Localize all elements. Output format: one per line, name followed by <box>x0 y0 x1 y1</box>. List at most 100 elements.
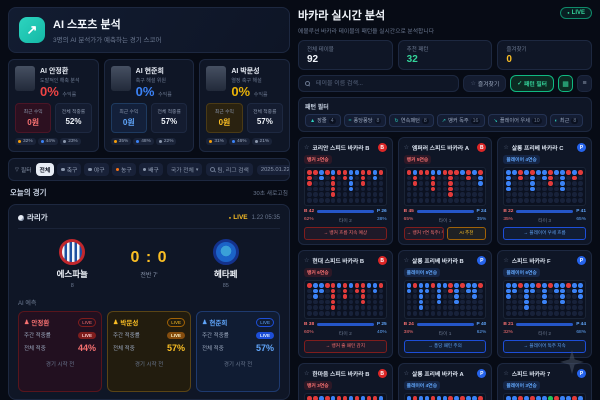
favorite-star-icon[interactable]: ☆ <box>403 145 410 151</box>
pattern-alert-button[interactable]: → 플레이어 독주 지속 <box>503 339 586 353</box>
country-dropdown[interactable]: 국가 전체 <box>166 163 203 176</box>
prediction-box[interactable]: ♟ 박문성 LIVE 주간 적중률 LIVE 전체 적중 57% 경기 시작 전 <box>107 311 191 392</box>
banker-count: B 38 <box>304 321 315 327</box>
bead-cell <box>336 294 342 299</box>
table-search-box[interactable] <box>298 75 460 92</box>
favorite-star-icon[interactable]: ☆ <box>503 258 509 264</box>
streak-tag: 플레이어 4연승 <box>403 381 441 390</box>
page-title: AI 스포츠 분석 <box>53 19 121 31</box>
bead-cell <box>512 181 517 186</box>
favorite-star-icon[interactable]: ☆ <box>403 258 410 264</box>
bead-cell <box>472 181 477 186</box>
bead-cell <box>536 310 541 316</box>
baccarat-table-card[interactable]: ☆ 한마음 스피드 바카라 B B 뱅커 3연승 B 40 P 28 59% 타… <box>298 363 393 400</box>
pattern-filter-button[interactable]: ✓ 패턴 필터 <box>510 75 554 92</box>
baccarat-table-card[interactable]: ☆ 살롱 프리베 바카라 A P 플레이어 4연승 B 25 P 39 39% … <box>397 363 493 400</box>
bead-cell <box>560 283 565 288</box>
baccarat-table-card[interactable]: ☆ 스피드 바카라 F P 플레이어 6연승 B 21 P 44 32% 타이 … <box>497 250 592 358</box>
bead-cell <box>406 310 412 316</box>
bead-cell <box>554 396 559 400</box>
baccarat-table-card[interactable]: ☆ 현대 스피드 바카라 B B 뱅커 6연승 B 38 P 25 60% 타이… <box>298 250 393 358</box>
bead-cell <box>360 197 366 203</box>
pattern-chip[interactable]: ↻ 연속패턴 8 <box>389 114 434 127</box>
favorite-star-icon[interactable]: ☆ <box>503 145 509 151</box>
table-title: 살롱 프리베 바카라 B <box>412 259 464 265</box>
pattern-alert-button[interactable]: → 뱅커 7연 독주! 주의 <box>403 226 444 240</box>
bead-cell <box>548 170 553 175</box>
baccarat-table-card[interactable]: ☆ 살롱 프리베 바카라 B P 플레이어 5연승 B 24 P 40 38% … <box>397 250 493 358</box>
sport-filter-chip[interactable]: 야구 <box>84 163 109 176</box>
baccarat-table-card[interactable]: ☆ 스피드 바카라 7 P 플레이어 3연승 B 23 P 42 35% 타이 … <box>497 363 592 400</box>
bead-cell <box>406 294 412 299</box>
pattern-alert-button[interactable]: → 뱅커 줄 패턴 감지 <box>304 339 387 353</box>
bead-cell <box>472 310 477 316</box>
bead-cell <box>354 170 360 175</box>
table-title: 살롱 프리베 바카라 C <box>511 146 564 152</box>
date-from-picker[interactable]: 2025.01.22 <box>256 164 289 175</box>
baccarat-table-card[interactable]: ☆ 살롱 프리베 바카라 C P 플레이어 4연승 B 22 P 41 35% … <box>497 137 592 245</box>
favorite-star-icon[interactable]: ☆ <box>503 371 509 377</box>
favorite-star-icon[interactable]: ☆ <box>403 371 410 377</box>
pattern-chip[interactable]: ≈ 퐁당퐁당 8 <box>343 114 387 127</box>
ratio-bar-track <box>416 209 474 213</box>
prediction-box[interactable]: ♟ 안정환 LIVE 주간 적중률 LIVE 전체 적중 44% 경기 시작 전 <box>18 311 102 392</box>
favorite-star-icon[interactable]: ☆ <box>304 371 310 377</box>
sport-filter-chip[interactable]: 농구 <box>111 163 136 176</box>
ratio-bar: B 38 P 25 <box>304 322 387 327</box>
sport-filter-chip[interactable]: 전체 <box>35 163 55 176</box>
bead-cell <box>307 170 312 175</box>
stat-badge: 44% <box>37 138 59 145</box>
baccarat-table-card[interactable]: ☆ 코리안 스피드 바카라 B B 뱅커 2연승 B 42 P 26 62% 타… <box>298 137 393 245</box>
streak-tag: 뱅커 5연승 <box>403 155 432 164</box>
league-name: 라리가 <box>18 212 48 223</box>
player-pct: 62% <box>476 329 487 335</box>
bead-cell <box>478 288 483 294</box>
pattern-alert-button[interactable]: → 플레이어 우세 흐름 <box>503 226 586 240</box>
bead-cell <box>336 283 342 288</box>
bead-cell <box>554 294 559 299</box>
pattern-chip[interactable]: ◐ 최근 8 <box>549 114 584 127</box>
bead-cell <box>307 288 312 294</box>
pattern-chip[interactable]: ↗ 뱅커 독주 16 <box>436 114 486 127</box>
pattern-count: 8 <box>571 117 579 124</box>
sport-filter-chip[interactable]: 축구 <box>57 163 82 176</box>
sport-filter-chip[interactable]: 배구 <box>138 163 163 176</box>
bead-cell <box>542 305 547 310</box>
bead-cell <box>478 181 483 186</box>
favorites-button[interactable]: ☆ 즐겨찾기 <box>463 75 507 92</box>
analyst-card[interactable]: AI 현준희 축구 해설 위원 0% 수익률 최근 수익 0원 전체 적중률 57%… <box>103 59 195 152</box>
list-view-button[interactable]: ≡ <box>577 75 592 92</box>
bead-cell <box>330 170 336 175</box>
bead-cell <box>536 283 541 288</box>
pattern-alert-button[interactable]: → 퐁당 패턴 주의 <box>403 339 487 353</box>
bead-cell <box>354 396 360 400</box>
favorite-star-icon[interactable]: ☆ <box>304 258 310 264</box>
bead-cell <box>472 175 477 181</box>
bead-cell <box>436 396 442 400</box>
analyst-card[interactable]: AI 안정환 도발적인 해축 분석 0% 수익률 최근 수익 0원 전체 적중률 5… <box>8 59 99 152</box>
bead-cell <box>578 181 583 186</box>
bead-cell <box>330 396 336 400</box>
table-search-input[interactable] <box>314 79 453 88</box>
favorite-star-icon[interactable]: ☆ <box>304 145 310 151</box>
baccarat-table-card[interactable]: ☆ 엠퍼러 스피드 바카라 A B 뱅커 5연승 B 45 P 24 65% 타… <box>397 137 493 245</box>
pattern-chip[interactable]: ↘ 플레이어 우세 10 <box>488 114 547 127</box>
analyst-rate: 0% 수익률 <box>40 84 77 99</box>
pattern-chip[interactable]: ▲ 장줄 4 <box>305 114 341 127</box>
bead-cell <box>442 197 448 203</box>
bead-cell <box>554 186 559 192</box>
total-rate-label: 전체 적중 <box>202 346 224 352</box>
bead-cell <box>412 170 418 175</box>
team-search-chip[interactable]: 팀, 리그 검색 <box>206 163 253 176</box>
bead-cell <box>406 299 412 305</box>
table-buttons: → 뱅커 흐름 지속 예상 <box>304 226 387 240</box>
pattern-alert-button[interactable]: → 뱅커 흐름 지속 예상 <box>304 226 387 240</box>
analyst-card[interactable]: AI 박문성 열정 축구 해설 0% 수익률 최근 수익 0원 전체 적중률 57%… <box>199 59 290 152</box>
bead-cell <box>524 305 529 310</box>
bead-cell <box>506 283 511 288</box>
prediction-box[interactable]: ♟ 현준희 LIVE 주간 적중률 LIVE 전체 적중 57% 경기 시작 전 <box>196 311 280 392</box>
pattern-alert-button[interactable]: AI 추천 <box>446 226 487 240</box>
grid-view-button[interactable]: ▦ <box>558 75 573 92</box>
